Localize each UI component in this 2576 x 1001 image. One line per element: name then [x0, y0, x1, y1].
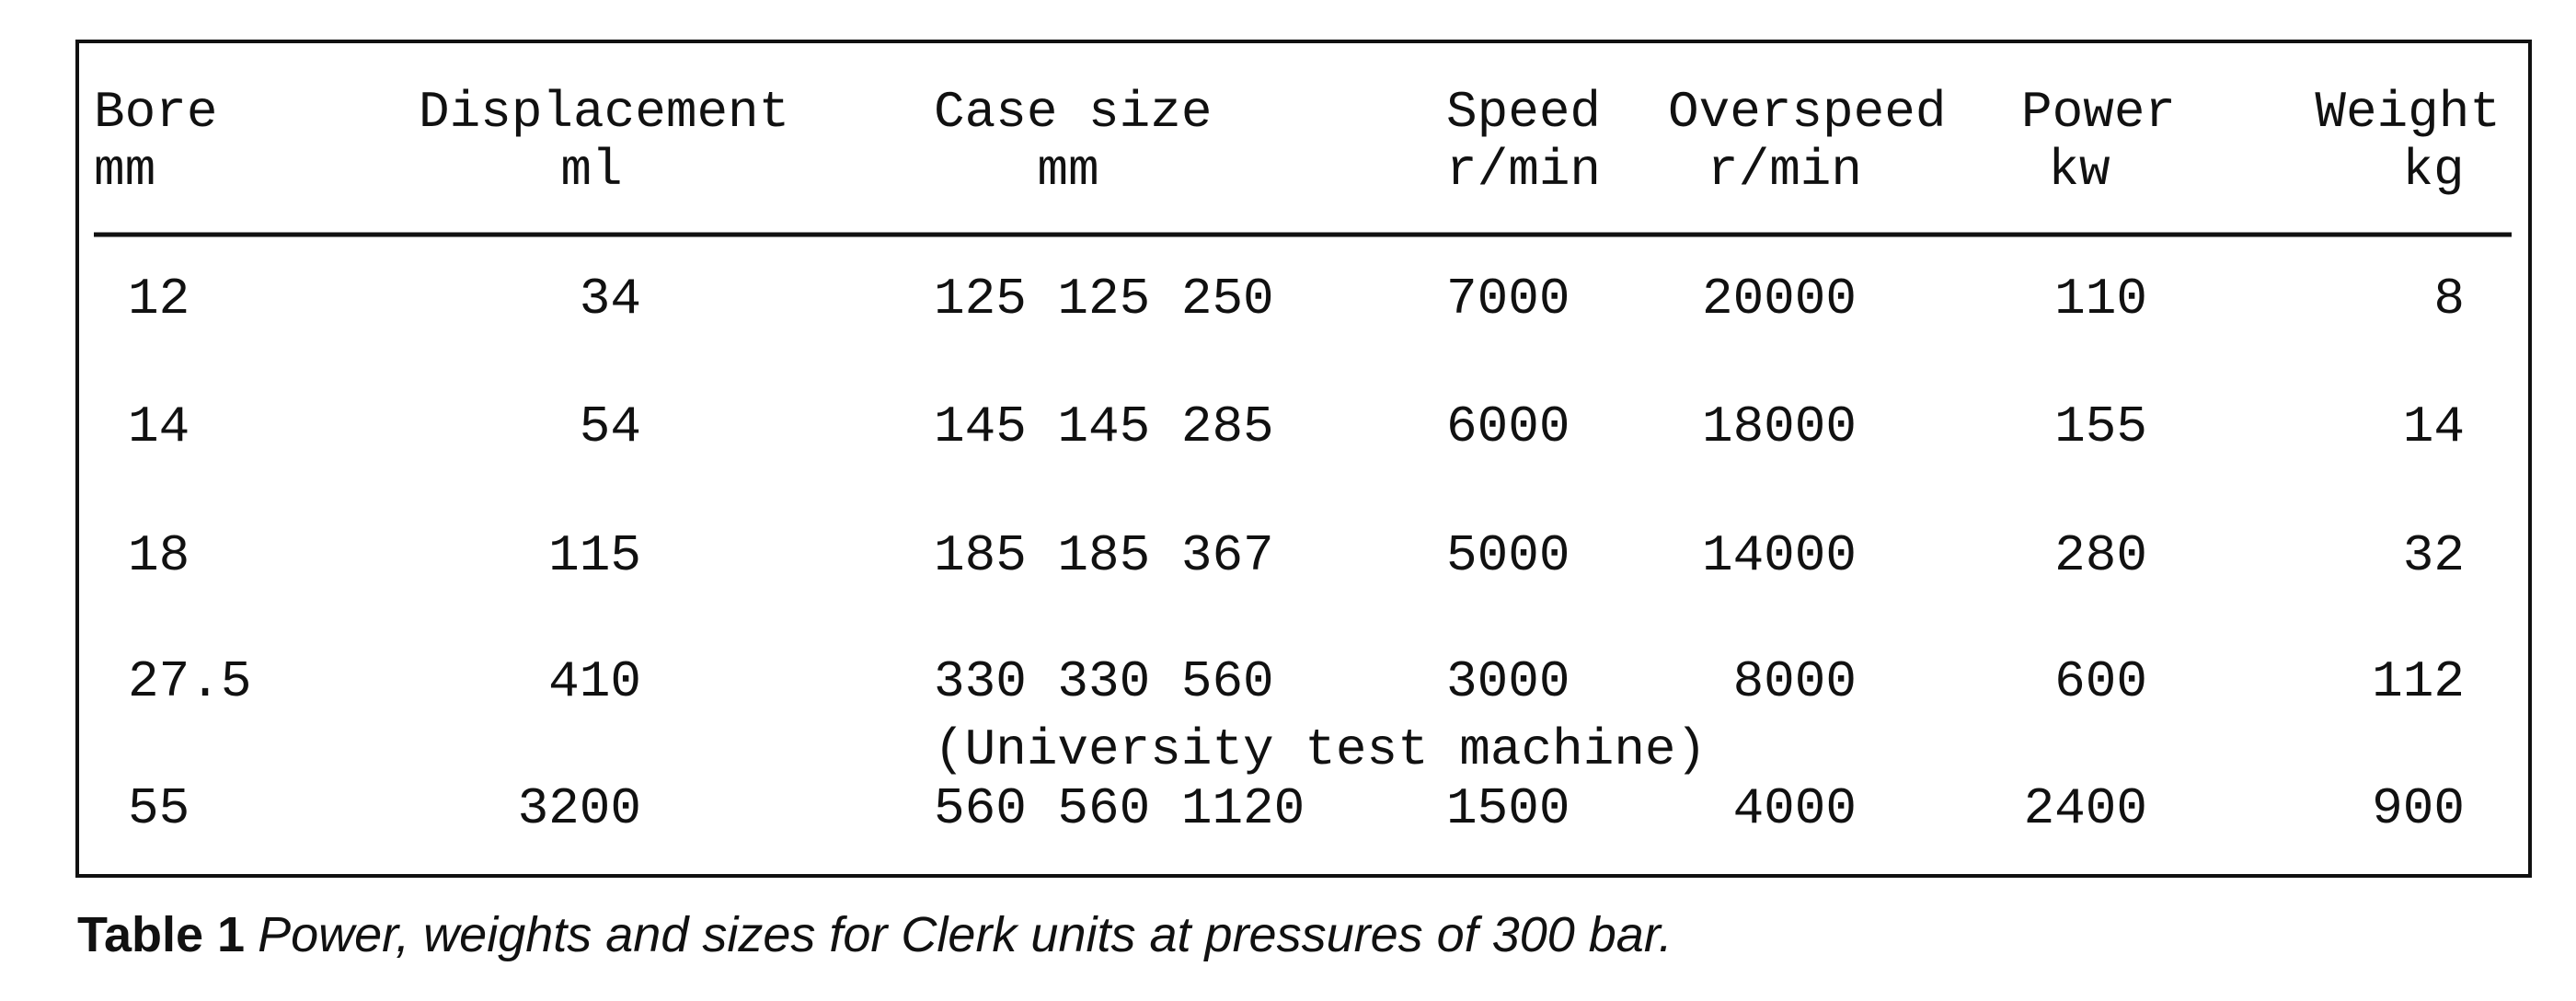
caption-label: Table 1	[77, 907, 245, 962]
column-unit: kw	[2048, 141, 2110, 200]
table-cell: 2400	[2024, 779, 2147, 838]
column-header: Case size	[934, 83, 1212, 142]
table-cell: 330 330 560	[934, 652, 1274, 711]
table-cell: 115	[548, 526, 641, 585]
table-cell: 14	[128, 397, 190, 456]
table-cell: 8000	[1733, 652, 1857, 711]
table-cell: 14	[2403, 397, 2465, 456]
table-cell: 12	[128, 270, 190, 328]
table-cell: 55	[128, 779, 190, 838]
column-header: Bore	[94, 83, 217, 142]
column-unit: mm	[1037, 141, 1098, 200]
table-cell: 6000	[1446, 397, 1570, 456]
table-cell: 112	[2372, 652, 2465, 711]
table-cell: 14000	[1702, 526, 1857, 585]
table-note: (University test machine)	[934, 720, 1707, 779]
table-cell: 7000	[1446, 270, 1570, 328]
table-cell: 1500	[1446, 779, 1570, 838]
column-unit: r/min	[1708, 141, 1862, 200]
table-cell: 155	[2054, 397, 2147, 456]
table-cell: 900	[2372, 779, 2465, 838]
column-header: Displacement	[419, 83, 789, 142]
table-cell: 5000	[1446, 526, 1570, 585]
column-unit: mm	[94, 141, 155, 200]
table-cell: 560 560 1120	[934, 779, 1305, 838]
column-unit: ml	[560, 141, 622, 200]
table-cell: 110	[2054, 270, 2147, 328]
table-cell: 4000	[1733, 779, 1857, 838]
column-unit: r/min	[1446, 141, 1601, 200]
table-cell: 8	[2433, 270, 2465, 328]
table-cell: 54	[580, 397, 641, 456]
column-header: Weight	[2315, 83, 2501, 142]
table-cell: 280	[2054, 526, 2147, 585]
table-cell: 3200	[518, 779, 641, 838]
table-cell: 34	[580, 270, 641, 328]
table-border	[75, 40, 2532, 878]
table-cell: 27.5	[128, 652, 251, 711]
column-unit: kg	[2402, 141, 2464, 200]
column-header: Overspeed	[1668, 83, 1946, 142]
caption-text: Power, weights and sizes for Clerk units…	[258, 907, 1673, 962]
table-cell: 185 185 367	[934, 526, 1274, 585]
table-cell: 125 125 250	[934, 270, 1274, 328]
column-header: Power	[2021, 83, 2176, 142]
caption: Table 1 Power, weights and sizes for Cler…	[77, 907, 1673, 962]
table-cell: 20000	[1702, 270, 1857, 328]
table-cell: 145 145 285	[934, 397, 1274, 456]
column-header: Speed	[1446, 83, 1601, 142]
table-cell: 18	[128, 526, 190, 585]
table-cell: 3000	[1446, 652, 1570, 711]
table-cell: 600	[2054, 652, 2147, 711]
table-cell: 410	[548, 652, 641, 711]
table-cell: 18000	[1702, 397, 1857, 456]
table-cell: 32	[2403, 526, 2465, 585]
